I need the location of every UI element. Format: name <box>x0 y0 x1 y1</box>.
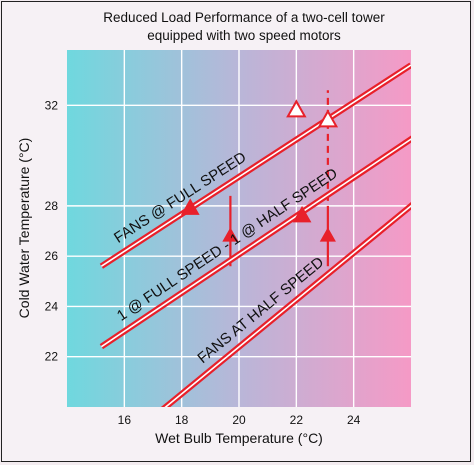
x-tick-label: 24 <box>347 413 361 427</box>
y-tick-label: 26 <box>45 249 59 263</box>
up-arrow-marker <box>319 227 336 242</box>
tick-labels: 16 18 20 22 24 22 24 26 28 32 <box>45 98 361 427</box>
y-tick-label: 22 <box>45 350 59 364</box>
plot-content <box>99 62 442 407</box>
filled-triangle-marker <box>180 198 200 215</box>
series-line-core-1 <box>100 64 411 267</box>
up-arrow-marker <box>222 227 239 242</box>
x-tick-label: 16 <box>118 413 132 427</box>
chart-title-line-1: Reduced Load Performance of a two-cell t… <box>103 10 385 25</box>
filled-triangle-marker <box>425 189 442 204</box>
y-tick-label: 28 <box>45 199 59 213</box>
x-tick-label: 20 <box>232 413 246 427</box>
open-triangle-marker <box>317 109 339 128</box>
x-tick-label: 18 <box>175 413 189 427</box>
y-axis-label: Cold Water Temperature (°C) <box>16 138 32 319</box>
y-tick-label: 24 <box>45 299 59 313</box>
x-tick-label: 22 <box>290 413 304 427</box>
series-line-core-2 <box>100 138 411 348</box>
series-line-core-3 <box>164 204 411 407</box>
chart-title-line-2: equipped with two speed motors <box>147 28 341 43</box>
open-triangle-marker <box>286 99 307 118</box>
filled-triangle-marker <box>292 205 312 223</box>
y-tick-label: 32 <box>45 98 59 112</box>
x-axis-label: Wet Bulb Temperature (°C) <box>155 430 323 446</box>
